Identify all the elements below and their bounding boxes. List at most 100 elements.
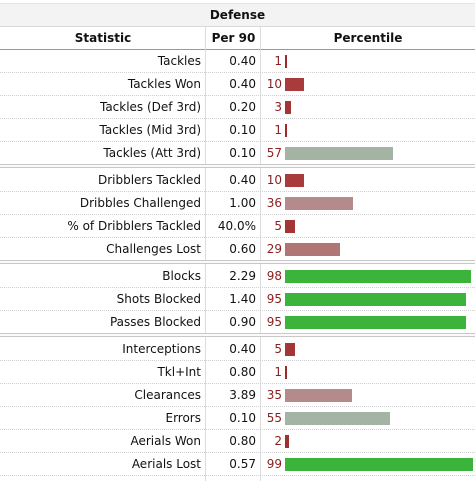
percentile-bar: [285, 101, 291, 114]
group-separator: [0, 260, 475, 264]
table-header: Statistic Per 90 Percentile: [0, 27, 475, 50]
table-row: % of Aerials Won 58.3% 38: [0, 476, 475, 481]
percentile-bar: [285, 412, 390, 425]
table-row: % of Dribblers Tackled 40.0% 5: [0, 215, 475, 238]
stat-label: Tackles (Mid 3rd): [99, 123, 201, 137]
table-row: Tkl+Int 0.80 1: [0, 361, 475, 384]
percentile-value: 95: [266, 315, 282, 329]
per90-value: 0.40: [229, 54, 256, 68]
table-row: Passes Blocked 0.90 95: [0, 311, 475, 334]
per90-value: 0.90: [229, 315, 256, 329]
percentile-bar: [285, 78, 304, 91]
column-divider: [205, 27, 206, 481]
stat-label: % of Dribblers Tackled: [67, 219, 201, 233]
stat-label: Blocks: [162, 269, 201, 283]
stat-label: Tackles (Def 3rd): [99, 100, 201, 114]
column-header-statistic[interactable]: Statistic: [74, 31, 132, 45]
table-row: Tackles Won 0.40 10: [0, 73, 475, 96]
percentile-value: 3: [274, 100, 282, 114]
table-row: Tackles (Def 3rd) 0.20 3: [0, 96, 475, 119]
table-row: Clearances 3.89 35: [0, 384, 475, 407]
stat-label: % of Aerials Won: [0, 476, 201, 481]
per90-value: 3.89: [229, 388, 256, 402]
per90-value: 0.80: [229, 434, 256, 448]
per90-value: 0.10: [229, 411, 256, 425]
percentile-bar: [285, 458, 473, 471]
stat-label: Challenges Lost: [106, 242, 201, 256]
percentile-value: 1: [274, 365, 282, 379]
table-row: Shots Blocked 1.40 95: [0, 288, 475, 311]
stat-label: Dribblers Tackled: [97, 173, 201, 187]
percentile-bar: [285, 147, 393, 160]
table-row: Challenges Lost 0.60 29: [0, 238, 475, 261]
stat-label: Aerials Won: [130, 434, 201, 448]
percentile-value: 10: [266, 173, 282, 187]
per90-value: 0.60: [229, 242, 256, 256]
table-row: Aerials Won 0.80 2: [0, 430, 475, 453]
percentile-value: 55: [266, 411, 282, 425]
stat-label: Tackles (Att 3rd): [103, 146, 201, 160]
percentile-value: 1: [274, 123, 282, 137]
table-row: Dribblers Tackled 0.40 10: [0, 169, 475, 192]
per90-value: 0.40: [229, 342, 256, 356]
per90-value: 1.00: [229, 196, 256, 210]
stat-label: Shots Blocked: [116, 292, 201, 306]
per90-value: 0.40: [229, 77, 256, 91]
stat-label: Dribbles Challenged: [79, 196, 201, 210]
stat-label: Tackles Won: [127, 77, 201, 91]
percentile-value: 35: [266, 388, 282, 402]
percentile-bar: [285, 343, 295, 356]
column-divider: [260, 27, 261, 481]
percentile-value: 38: [262, 476, 282, 481]
group-separator: [0, 164, 475, 168]
percentile-bar: [285, 220, 295, 233]
table-row: Dribbles Challenged 1.00 36: [0, 192, 475, 215]
percentile-bar: [285, 435, 289, 448]
table-row: Tackles (Mid 3rd) 0.10 1: [0, 119, 475, 142]
percentile-bar: [285, 55, 287, 68]
stat-label: Tackles: [157, 54, 201, 68]
percentile-bar: [285, 316, 466, 329]
percentile-bar: [285, 270, 471, 283]
column-header-percentile[interactable]: Percentile: [333, 31, 403, 45]
table-row: Tackles 0.40 1: [0, 50, 475, 73]
per90-value: 0.57: [229, 457, 256, 471]
per90-value: 0.10: [229, 146, 256, 160]
stat-label: Aerials Lost: [131, 457, 201, 471]
percentile-value: 10: [266, 77, 282, 91]
percentile-value: 5: [274, 219, 282, 233]
percentile-value: 2: [274, 434, 282, 448]
percentile-value: 5: [274, 342, 282, 356]
table-row: Errors 0.10 55: [0, 407, 475, 430]
percentile-bar: [285, 197, 353, 210]
per90-value: 40.0%: [217, 219, 256, 233]
stat-label: Tkl+Int: [157, 365, 201, 379]
stat-label: Errors: [165, 411, 201, 425]
percentile-value: 99: [266, 457, 282, 471]
column-header-per90[interactable]: Per 90: [211, 31, 256, 45]
percentile-bar: [285, 293, 466, 306]
percentile-bar: [285, 174, 304, 187]
percentile-bar: [285, 243, 340, 256]
table-row: Aerials Lost 0.57 99: [0, 453, 475, 476]
percentile-bar: [285, 124, 287, 137]
percentile-value: 98: [266, 269, 282, 283]
percentile-bar: [285, 389, 352, 402]
per90-value: 0.40: [229, 173, 256, 187]
per90-value: 58.3%: [206, 476, 256, 481]
percentile-value: 36: [266, 196, 282, 210]
stat-label: Clearances: [134, 388, 201, 402]
percentile-value: 29: [266, 242, 282, 256]
percentile-value: 57: [266, 146, 282, 160]
table-caption: Defense: [0, 3, 475, 27]
per90-value: 1.40: [229, 292, 256, 306]
stat-label: Interceptions: [122, 342, 201, 356]
per90-value: 2.29: [229, 269, 256, 283]
table-row: Tackles (Att 3rd) 0.10 57: [0, 142, 475, 165]
per90-value: 0.80: [229, 365, 256, 379]
table-row: Blocks 2.29 98: [0, 265, 475, 288]
per90-value: 0.10: [229, 123, 256, 137]
table-row: Interceptions 0.40 5: [0, 338, 475, 361]
percentile-value: 95: [266, 292, 282, 306]
